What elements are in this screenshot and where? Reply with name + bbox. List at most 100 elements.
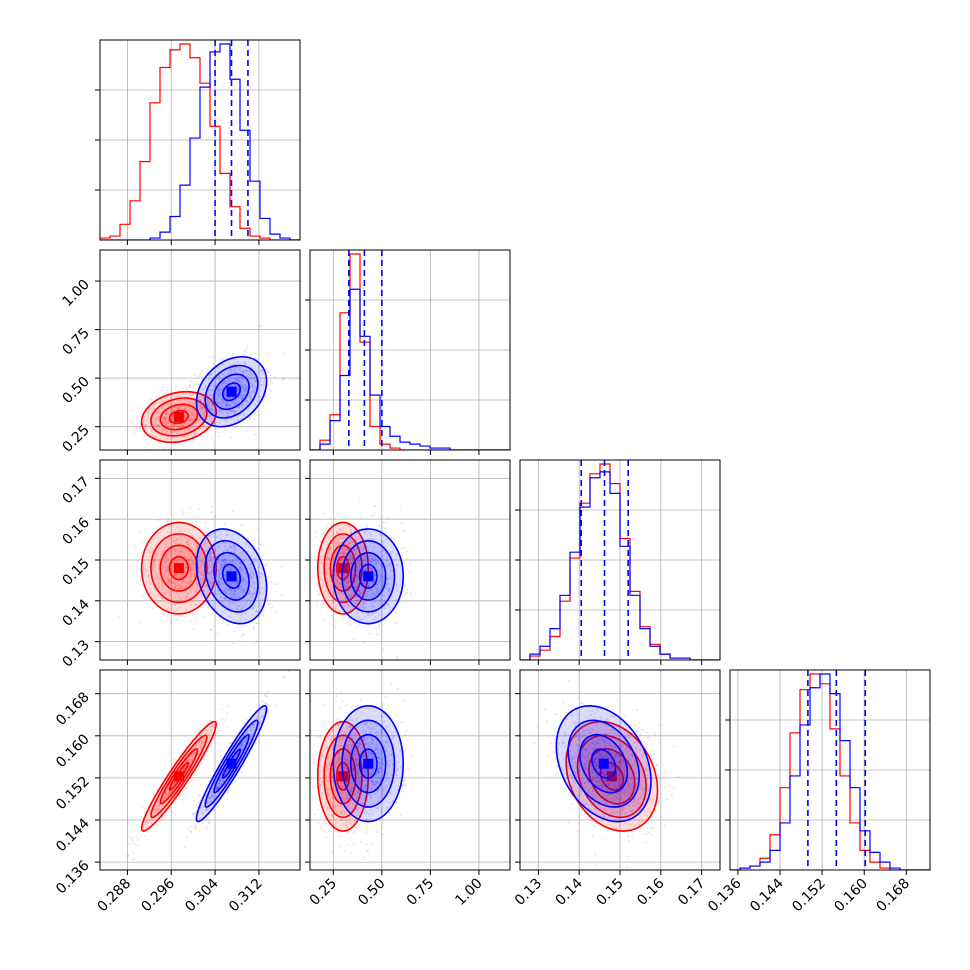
scatter-point (333, 606, 336, 609)
y-tick-label: 0.75 (59, 325, 92, 358)
scatter-point (333, 539, 336, 542)
scatter-point (236, 399, 239, 403)
scatter-point (379, 765, 382, 768)
scatter-point (355, 609, 358, 612)
scatter-point (212, 384, 215, 387)
scatter-point (356, 566, 359, 569)
scatter-point (376, 790, 379, 793)
scatter-point (147, 410, 151, 413)
scatter-point (354, 747, 357, 750)
scatter-point (345, 731, 348, 734)
scatter-point (337, 592, 340, 595)
scatter-point (273, 376, 276, 379)
scatter-point (231, 534, 234, 537)
scatter-point (344, 820, 348, 823)
scatter-point (248, 573, 251, 576)
scatter-point (175, 618, 178, 621)
scatter-point (194, 413, 197, 417)
scatter-point (379, 730, 382, 733)
scatter-point (320, 572, 323, 575)
scatter-point (131, 409, 135, 412)
scatter-point (338, 585, 341, 589)
scatter-point (367, 584, 370, 587)
scatter-point (223, 597, 226, 600)
scatter-point (358, 527, 361, 530)
histogram-series-1 (100, 43, 300, 240)
scatter-point (226, 725, 229, 728)
scatter-point (262, 614, 265, 617)
scatter-point (258, 723, 261, 726)
scatter-point (340, 812, 343, 815)
scatter-point (250, 555, 253, 558)
scatter-point (199, 739, 202, 742)
scatter-point (335, 794, 339, 797)
scatter-point (344, 580, 347, 583)
scatter-point (152, 607, 155, 610)
scatter-point (364, 542, 367, 546)
scatter-point (231, 409, 234, 412)
scatter-point (282, 676, 285, 679)
scatter-point (151, 817, 154, 820)
scatter-point (209, 572, 212, 575)
scatter-point (240, 568, 243, 571)
scatter-point (170, 430, 173, 433)
scatter-point (172, 408, 175, 412)
scatter-point (191, 400, 194, 403)
scatter-point (365, 592, 368, 595)
scatter-point (354, 825, 357, 828)
scatter-point (380, 556, 383, 559)
scatter-point (343, 760, 346, 763)
scatter-point (189, 580, 192, 583)
scatter-point (211, 602, 214, 605)
scatter-point (178, 599, 181, 603)
scatter-point (197, 561, 201, 564)
scatter-point (162, 549, 165, 553)
scatter-point (163, 415, 166, 419)
scatter-point (186, 601, 189, 604)
scatter-point (188, 562, 191, 565)
scatter-point (335, 574, 338, 577)
scatter-point (225, 548, 228, 552)
scatter-point (226, 567, 229, 570)
scatter-point (339, 551, 343, 554)
scatter-point (141, 593, 144, 596)
scatter-point (322, 601, 325, 605)
scatter-point (346, 624, 349, 627)
scatter-point (186, 557, 189, 560)
scatter-point (154, 558, 157, 561)
scatter-point (337, 753, 340, 756)
scatter-point (183, 529, 187, 532)
scatter-point (194, 421, 197, 425)
scatter-point (330, 815, 333, 818)
scatter-point (338, 567, 342, 570)
scatter-point (352, 720, 356, 723)
scatter-point (253, 376, 256, 379)
scatter-point (364, 752, 368, 755)
scatter-point (350, 503, 353, 506)
scatter-point (216, 410, 219, 413)
scatter-point (254, 386, 258, 389)
scatter-point (201, 399, 204, 403)
scatter-point (370, 514, 373, 517)
y-tick-label: 0.25 (59, 422, 92, 455)
scatter-point (184, 415, 187, 418)
scatter-point (150, 427, 153, 431)
scatter-point (180, 549, 183, 552)
scatter-point (187, 553, 190, 556)
scatter-point (356, 566, 359, 569)
scatter-point (188, 762, 191, 765)
scatter-point (243, 590, 246, 593)
scatter-point (347, 580, 351, 583)
scatter-point (351, 802, 355, 805)
scatter-point (135, 565, 138, 568)
scatter-point (263, 694, 267, 697)
scatter-point (262, 700, 265, 703)
scatter-point (102, 420, 105, 423)
scatter-point (240, 635, 243, 638)
scatter-point (221, 364, 225, 367)
scatter-point (228, 409, 231, 412)
scatter-point (173, 551, 176, 554)
scatter-point (394, 774, 397, 777)
scatter-point (365, 595, 368, 598)
scatter-point (356, 585, 359, 588)
